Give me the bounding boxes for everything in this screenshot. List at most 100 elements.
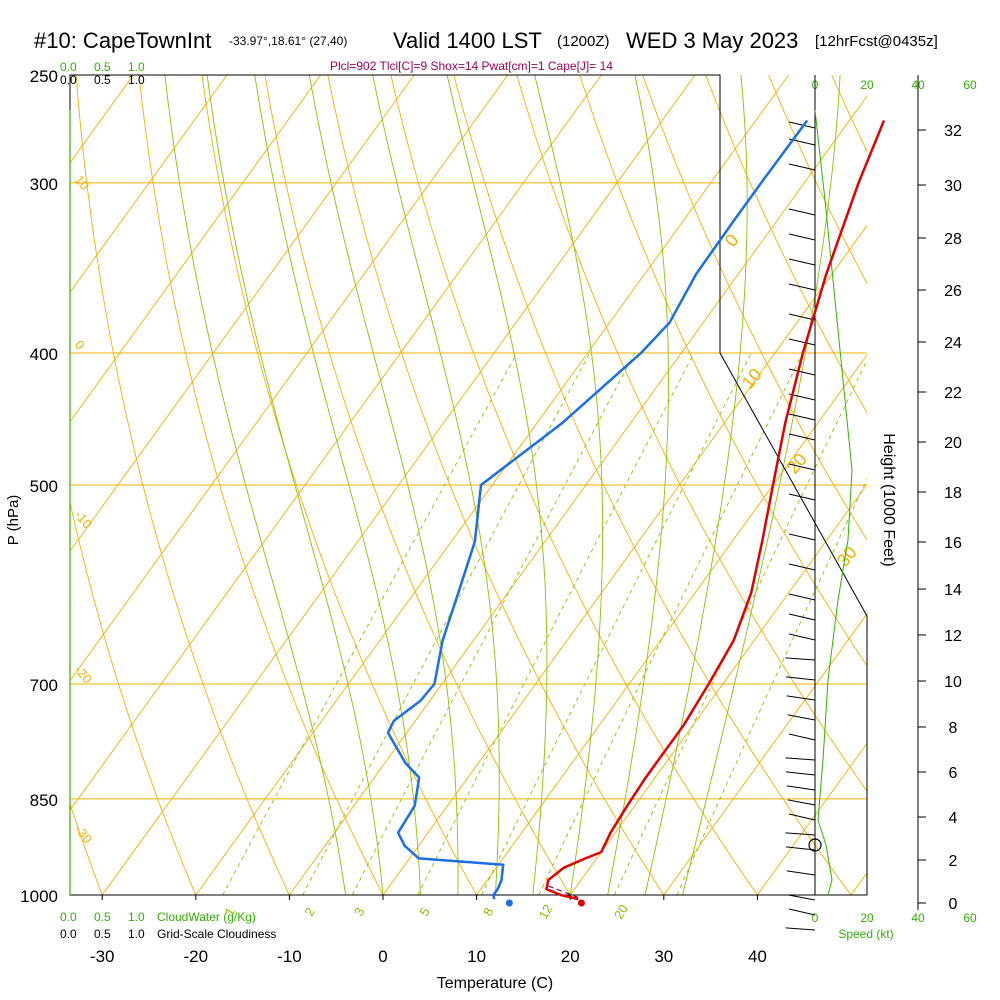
wind-barb — [788, 283, 816, 291]
isotherm — [757, 742, 867, 895]
moist-adiabat — [164, 75, 347, 895]
dry-adiabat — [579, 75, 867, 667]
pressure-tick-label: 250 — [30, 67, 58, 86]
wind-barb — [788, 413, 816, 421]
speed-tick-bottom: 0 — [812, 911, 819, 925]
height-tick-label: 26 — [944, 283, 962, 300]
temperature-axis-label: Temperature (C) — [437, 975, 553, 992]
wind-barb — [787, 714, 816, 721]
wind-barb — [785, 771, 816, 776]
profiles — [386, 119, 886, 907]
isotherm — [663, 613, 867, 895]
wind-barb — [788, 613, 816, 621]
mixing-ratio-label: 8 — [480, 905, 497, 919]
dewpoint-line — [386, 119, 809, 900]
forecast-date: WED 3 May 2023 — [626, 28, 798, 53]
wind-speed-profile — [814, 109, 853, 896]
station-coords: -33.97°,18.61° (27,40) — [229, 34, 347, 48]
dry-adiabat — [516, 75, 867, 792]
calm-wind-marker — [808, 838, 822, 852]
wind-barb — [785, 757, 816, 761]
pressure-tick-label: 300 — [30, 175, 58, 194]
isotherm — [70, 75, 228, 294]
dry-adiabat — [958, 75, 1000, 895]
speed-tick-top: 40 — [911, 78, 925, 92]
wind-barb — [788, 338, 816, 346]
speed-label: Speed (kt) — [838, 927, 893, 941]
wind-barb — [786, 695, 816, 701]
chart-header: #10: CapeTownInt -33.97°,18.61° (27,40) … — [34, 28, 938, 73]
temperature-tick-label: -30 — [90, 947, 115, 966]
wind-barb — [788, 463, 816, 471]
cloudiness-tick: 1.0 — [128, 927, 145, 941]
cloud-water-label: CloudWater (g/Kg) — [157, 910, 256, 924]
dry-adiabat — [70, 802, 103, 895]
wind-barb — [785, 927, 816, 931]
dry-adiabat-label: -10 — [72, 507, 96, 531]
dry-adiabat — [453, 75, 852, 895]
height-tick-label: 4 — [949, 810, 958, 827]
isotherm — [70, 75, 322, 423]
height-tick-label: 6 — [949, 765, 958, 782]
pressure-axis-label: P (hPa) — [5, 495, 22, 546]
pressure-tick-label: 500 — [30, 477, 58, 496]
moist-adiabat — [372, 75, 500, 895]
pressure-tick-label: 1000 — [20, 887, 58, 906]
dry-adiabat-label: -20 — [72, 662, 96, 686]
thermo-background — [70, 74, 1000, 896]
temperature-tick-label: 10 — [467, 947, 486, 966]
mixing-ratio-label: 2 — [301, 905, 318, 919]
wind-barb — [788, 633, 816, 641]
pressure-tick-label: 850 — [30, 791, 58, 810]
speed-tick-bottom: 40 — [911, 911, 925, 925]
dry-adiabat-label: -30 — [72, 822, 96, 846]
height-tick-label: 22 — [944, 385, 962, 402]
moist-adiabat — [206, 75, 384, 895]
moist-adiabat — [534, 75, 604, 895]
forecast-run: [12hrFcst@0435z] — [815, 33, 938, 50]
height-tick-label: 18 — [944, 485, 962, 502]
moist-adiabat — [682, 75, 841, 895]
wind-barb — [787, 799, 816, 806]
speed-tick-bottom: 60 — [963, 911, 977, 925]
mixing-ratio-lines — [222, 353, 867, 895]
temperature-tick-label: -20 — [184, 947, 209, 966]
wind-barb — [786, 785, 816, 791]
temperature-tick-label: 30 — [654, 947, 673, 966]
mixing-ratio-label: 12 — [535, 902, 555, 922]
height-tick-label: 2 — [949, 853, 958, 870]
mixing-ratio-line — [222, 353, 518, 895]
wind-barb — [788, 163, 816, 171]
height-tick-label: 12 — [944, 628, 962, 645]
surface-dewpoint-marker — [505, 899, 513, 907]
dry-adiabat — [264, 75, 571, 895]
wind-barb — [788, 813, 816, 821]
speed-tick-bottom: 20 — [860, 911, 874, 925]
temperature-tick-label: -10 — [277, 947, 302, 966]
mixing-ratio-label: 5 — [416, 905, 433, 919]
moist-adiabat — [254, 75, 421, 895]
speed-tick-top: 60 — [963, 78, 977, 92]
cloudiness-tick: 1.0 — [128, 73, 145, 87]
height-tick-label: 32 — [944, 123, 962, 140]
cloud-water-tick: 0.5 — [94, 910, 111, 924]
wind-barb — [785, 676, 816, 681]
temperature-tick-label: 40 — [748, 947, 767, 966]
height-tick-label: 0 — [949, 896, 958, 913]
pressure-tick-label: 400 — [30, 345, 58, 364]
surface-temperature-marker — [577, 899, 585, 907]
cloud-water-tick: 0.0 — [60, 910, 77, 924]
station-title: #10: CapeTownInt — [34, 28, 211, 53]
wind-barb — [788, 493, 816, 501]
pressure-tick-label: 700 — [30, 676, 58, 695]
moist-adiabat — [644, 75, 748, 895]
wind-barb — [788, 121, 816, 129]
wind-barb — [788, 313, 816, 321]
height-axis-label: Height (1000 Feet) — [880, 433, 897, 566]
height-tick-label: 20 — [944, 435, 962, 452]
cloudiness-tick: 0.5 — [94, 927, 111, 941]
stability-indices: Plcl=902 Tlcl[C]=9 Shox=14 Pwat[cm]=1 Ca… — [330, 59, 613, 73]
cloud-water-tick: 0.0 — [60, 60, 77, 74]
dry-adiabat-label: 0 — [72, 337, 88, 352]
